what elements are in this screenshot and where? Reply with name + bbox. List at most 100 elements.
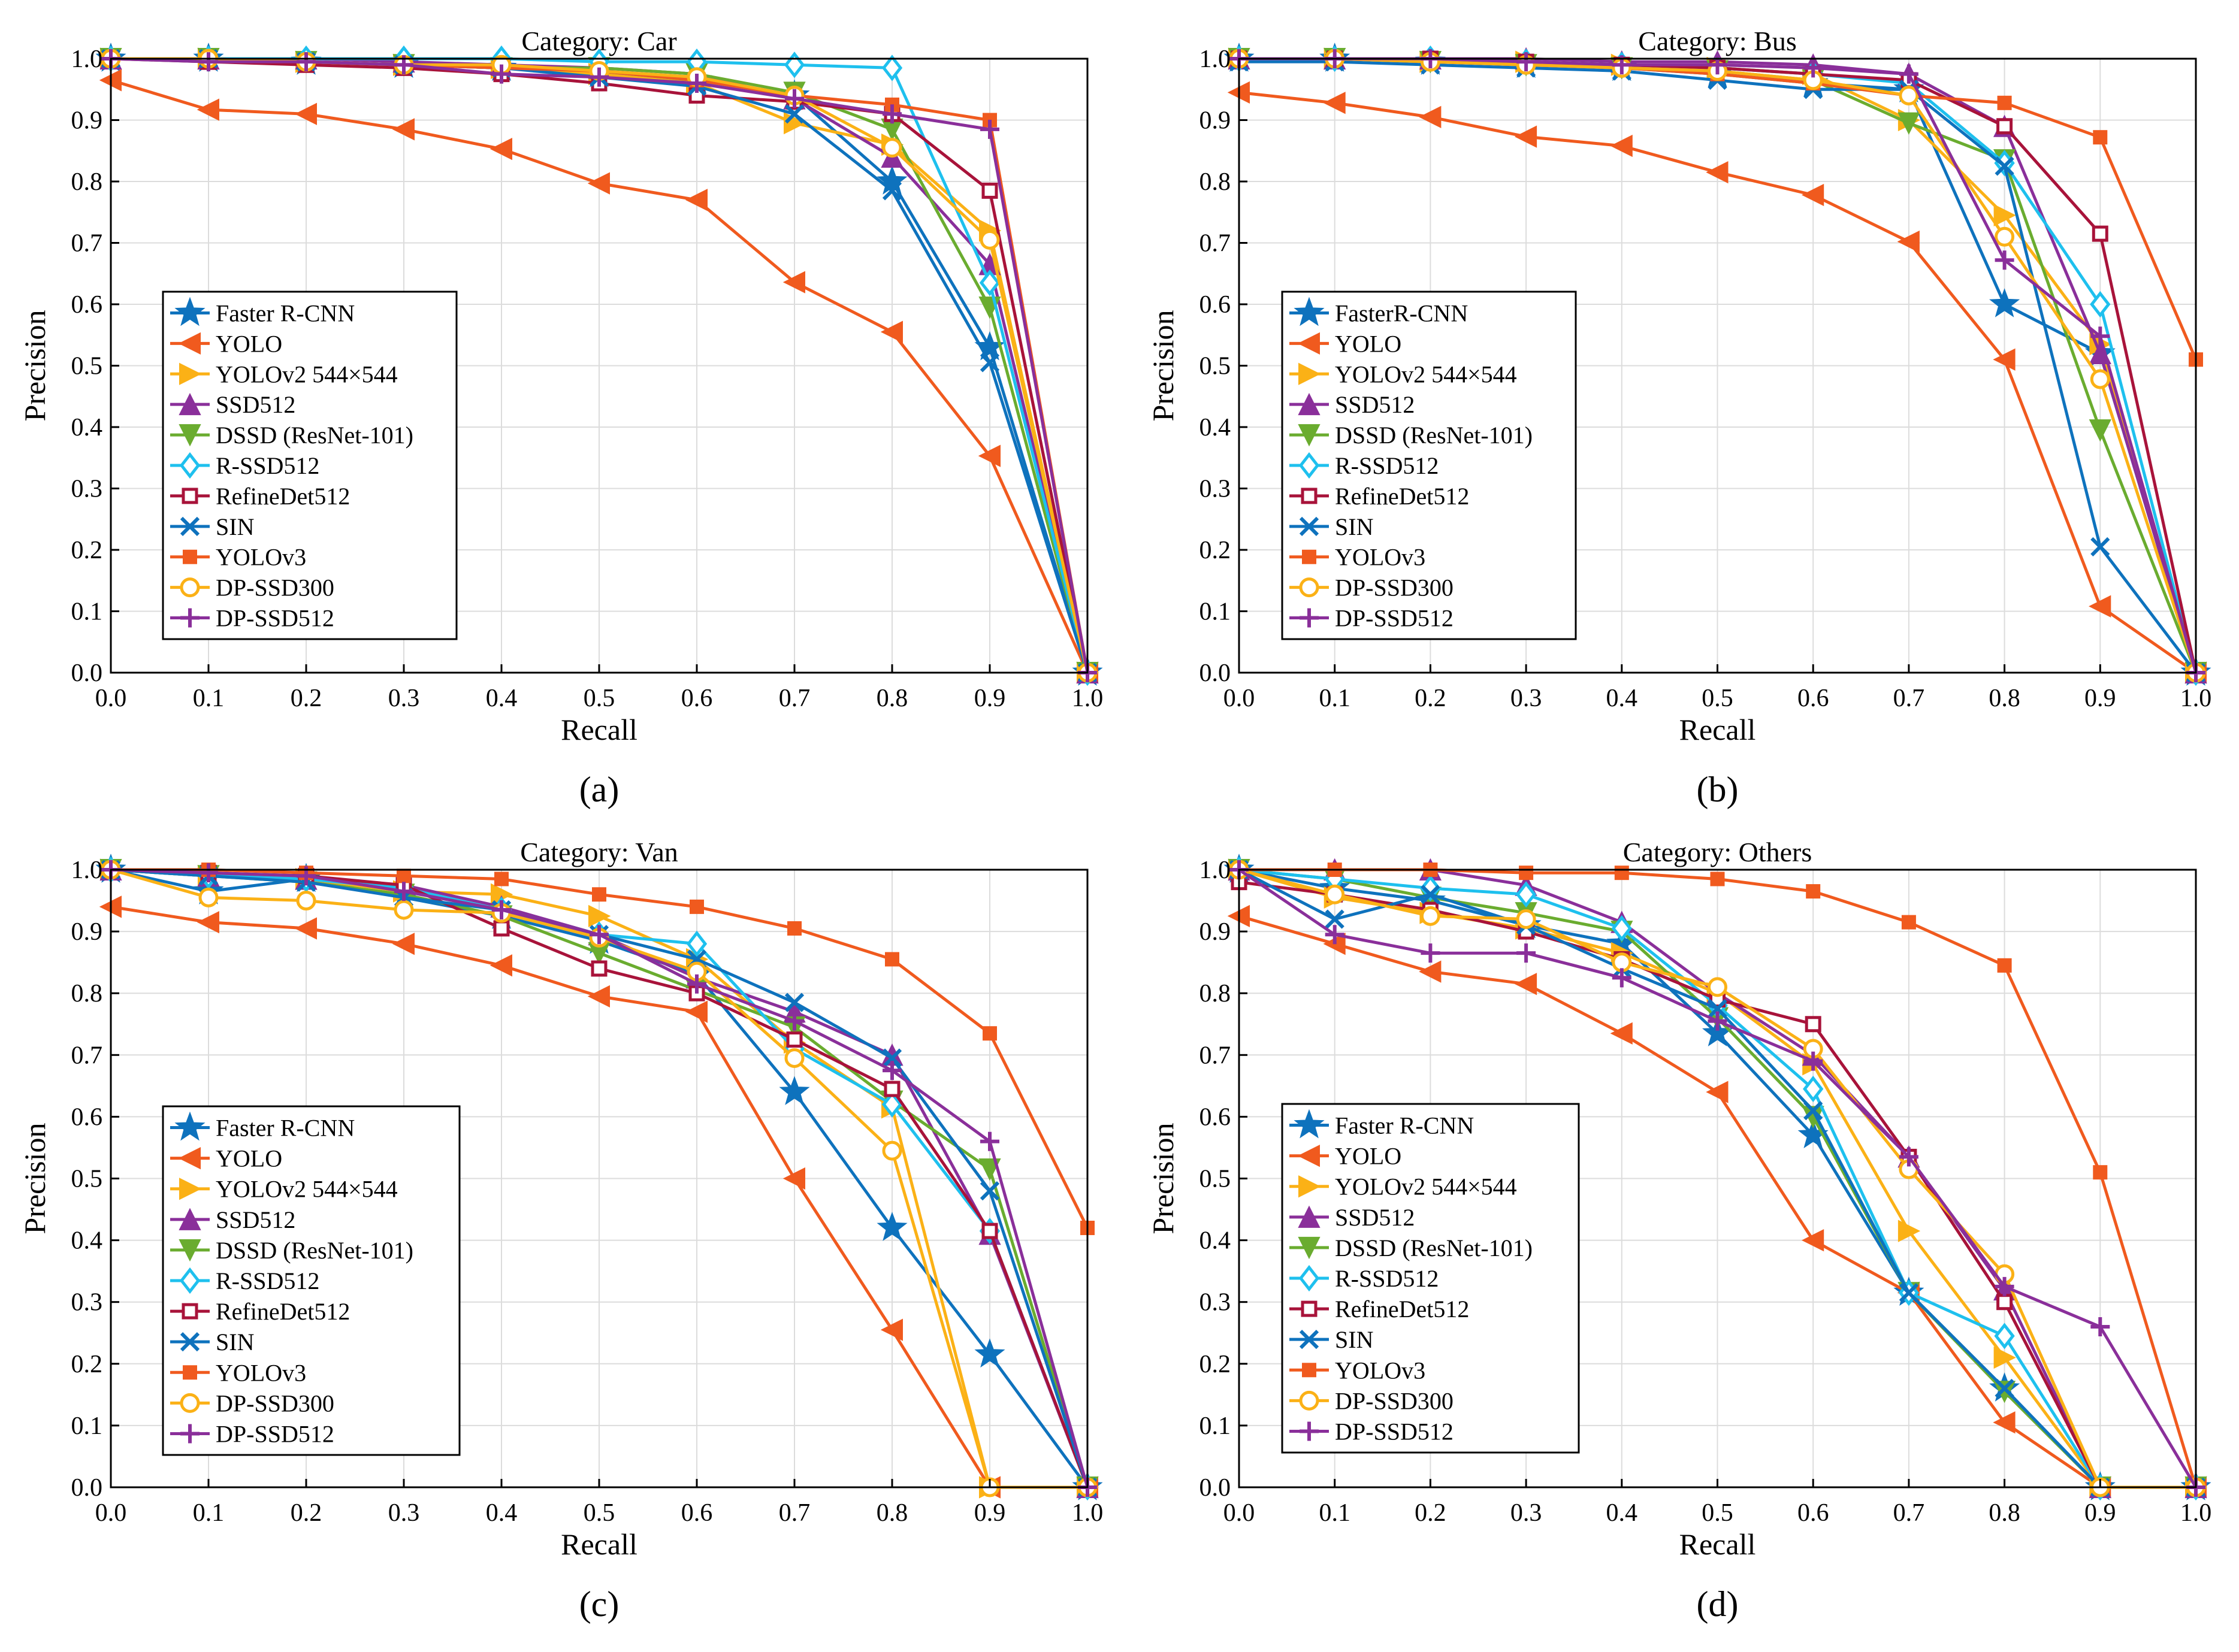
legend-entry-dssd-resnet-101: DSSD (ResNet-101) [1289,422,1533,449]
x-tick-label: 0.1 [1319,1499,1350,1527]
legend-marker [182,488,198,504]
data-point [885,952,899,967]
legend-marker [179,1178,202,1200]
data-point [197,98,219,121]
legend-entry-yolo: YOLO [170,1145,282,1172]
legend-entry-refinedet512: RefineDet512 [170,1298,350,1325]
data-point [1995,226,2015,247]
legend-marker [1299,577,1319,598]
data-point [1516,943,1536,963]
x-tick-label: 0.6 [681,685,713,712]
series-yolo [99,69,1098,684]
legend-entry-refinedet512: RefineDet512 [170,483,350,510]
data-point [1706,1081,1729,1103]
x-tick-label: 0.3 [388,685,420,712]
x-axis-label: Recall [1679,1527,1756,1561]
legend-entry-yolov2-544x544: YOLOv2 544×544 [1289,361,1517,388]
data-point [1899,1283,1919,1303]
data-point [980,1181,1000,1201]
data-point [492,900,511,920]
legend-entry-ssd512: SSD512 [1289,1204,1415,1231]
series-group [95,43,1103,686]
data-point [590,925,609,945]
y-tick-label: 0.8 [71,168,103,196]
data-point [983,1026,997,1041]
data-point [1899,1147,1918,1167]
data-point [1325,909,1344,929]
data-point [1996,118,2013,135]
legend-label: YOLO [1335,330,1401,357]
legend-label: DP-SSD300 [216,574,334,601]
x-tick-label: 0.3 [1510,1499,1542,1527]
legend-entry-r-ssd512: R-SSD512 [1289,1264,1439,1292]
legend-entry-dp-ssd300: DP-SSD300 [1289,1387,1454,1414]
legend-marker [179,1239,201,1262]
legend-entry-r-ssd512: R-SSD512 [1289,452,1439,479]
legend-marker [180,608,200,628]
legend-marker [1294,1109,1325,1139]
data-point [880,1318,903,1341]
data-point [1610,1022,1633,1045]
data-point [394,882,413,901]
legend-label: Faster R-CNN [216,299,355,326]
y-tick-label: 0.1 [71,598,103,626]
legend-marker [183,549,197,564]
legend-marker [179,362,202,385]
data-point [782,1167,805,1190]
data-point [877,1212,908,1241]
legend-box [1281,1103,1580,1454]
x-tick-label: 0.5 [584,685,615,712]
legend-marker [179,392,201,416]
x-axis-label: Recall [1679,713,1756,746]
legend-entry-yolov2-544x544: YOLOv2 544×544 [170,1176,398,1203]
y-tick-label: 0.5 [1199,1166,1231,1193]
data-point [882,181,902,201]
chart-title: Category: Car [521,26,676,56]
y-tick-label: 0.8 [1199,980,1231,1007]
legend: FasterR-CNN YOLO YOLOv2 544×544 SSD512 DSSD … [1281,291,1577,640]
data-point [591,960,608,977]
legend-marker [1297,332,1320,355]
legend-entry-dp-ssd300: DP-SSD300 [170,574,334,601]
y-tick-label: 0.9 [71,107,103,135]
y-tick-label: 0.4 [1199,1227,1231,1255]
y-tick-label: 0.6 [71,291,103,319]
legend-label: RefineDet512 [216,483,350,510]
x-tick-label: 0.9 [2084,685,2116,712]
data-point [779,1076,810,1105]
data-point [1708,999,1727,1019]
legend-entry-faster-r-cnn: Faster R-CNN [170,1111,355,1142]
legend-marker [179,1208,201,1230]
data-point [1897,1220,1921,1242]
legend-label: YOLOv2 544×544 [216,361,398,388]
legend-label: DSSD (ResNet-101) [1335,422,1533,449]
y-axis-label: Precision [18,310,52,421]
x-tick-label: 0.5 [1702,1499,1733,1527]
data-point [1325,884,1345,904]
data-point [1806,884,1821,899]
data-point [1611,915,1632,942]
data-point [980,1131,999,1151]
legend-label: Faster R-CNN [216,1115,355,1142]
y-tick-label: 1.0 [71,46,103,73]
data-point [1801,1229,1824,1252]
data-point [1708,1011,1727,1031]
legend-entry-yolo: YOLO [1289,1143,1401,1170]
legend-marker [1302,1363,1316,1378]
x-tick-label: 0.5 [584,1499,615,1527]
legend-marker [1299,1330,1319,1350]
x-tick-label: 0.7 [1893,685,1925,712]
data-point [785,89,804,108]
data-point [784,104,805,124]
legend-label: SSD512 [216,1206,295,1233]
legend-entry-yolov3: YOLOv3 [170,1359,306,1386]
y-tick-label: 0.7 [1199,1042,1231,1069]
x-tick-label: 0.1 [193,685,225,712]
legend-marker [1301,1300,1318,1317]
y-tick-label: 0.1 [1199,1412,1231,1440]
data-point [1993,1346,2016,1369]
legend-label: YOLOv3 [1335,544,1425,571]
data-point [490,138,512,161]
chart-panel-category-bus: 0.0 0.1 0.2 0.3 0.4 0.5 0.6 0.7 0.8 0.9 1.0 0.0 0.1 0… [1146,26,2211,809]
y-tick-label: 0.2 [71,537,103,564]
